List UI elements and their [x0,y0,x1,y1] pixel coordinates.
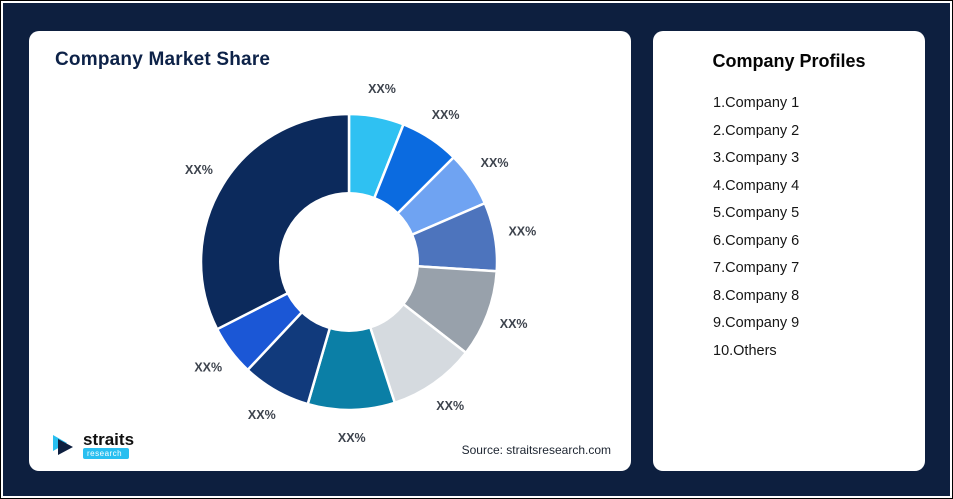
source-note: Source: straitsresearch.com [461,443,611,457]
donut-chart: XX% XX% XX% XX% XX% XX% XX% XX% XX% XX% [185,82,536,445]
market-share-card: Company Market Share XX% XX% XX% XX% XX% XX% X… [29,31,631,471]
segment-value-label: XX% [194,361,222,375]
straits-logo-icon [53,435,73,455]
segment-value-label: XX% [481,156,509,170]
segment-value-label: XX% [338,431,366,443]
segment-value-label: XX% [185,163,213,177]
chart-title: Company Market Share [55,49,271,70]
logo-name: straits [83,430,135,449]
profile-item: 2.Company 2 [713,122,800,139]
donut-hole [279,192,419,332]
segment-value-label: XX% [500,317,528,331]
profile-item: 6.Company 6 [713,232,800,249]
profile-item: 8.Company 8 [713,287,800,304]
segment-value-label: XX% [508,225,536,239]
logo-subtitle: research [83,448,130,459]
company-profiles-card: Company Profiles 1.Company 1 2.Company 2… [653,31,925,471]
donut-chart-area: XX% XX% XX% XX% XX% XX% XX% XX% XX% XX% [49,77,611,445]
segment-value-label: XX% [368,82,396,96]
profile-item: 5.Company 5 [713,205,800,221]
donut-segment [306,260,396,412]
profiles-list: 1.Company 1 2.Company 2 3.Company 3 4.Co… [653,90,925,365]
profile-item: 3.Company 3 [713,150,800,166]
segment-value-label: XX% [436,399,464,413]
profile-item: 4.Company 4 [713,177,800,194]
segment-value-label: XX% [248,408,276,422]
profile-item: 9.Company 9 [713,315,800,331]
profile-item: 7.Company 7 [713,260,800,276]
profile-item: 10.Others [713,342,777,359]
profile-item: 1.Company 1 [713,95,800,111]
straits-research-logo: straits research [51,431,134,459]
profiles-title: Company Profiles [712,51,866,71]
segment-value-label: XX% [432,108,460,122]
